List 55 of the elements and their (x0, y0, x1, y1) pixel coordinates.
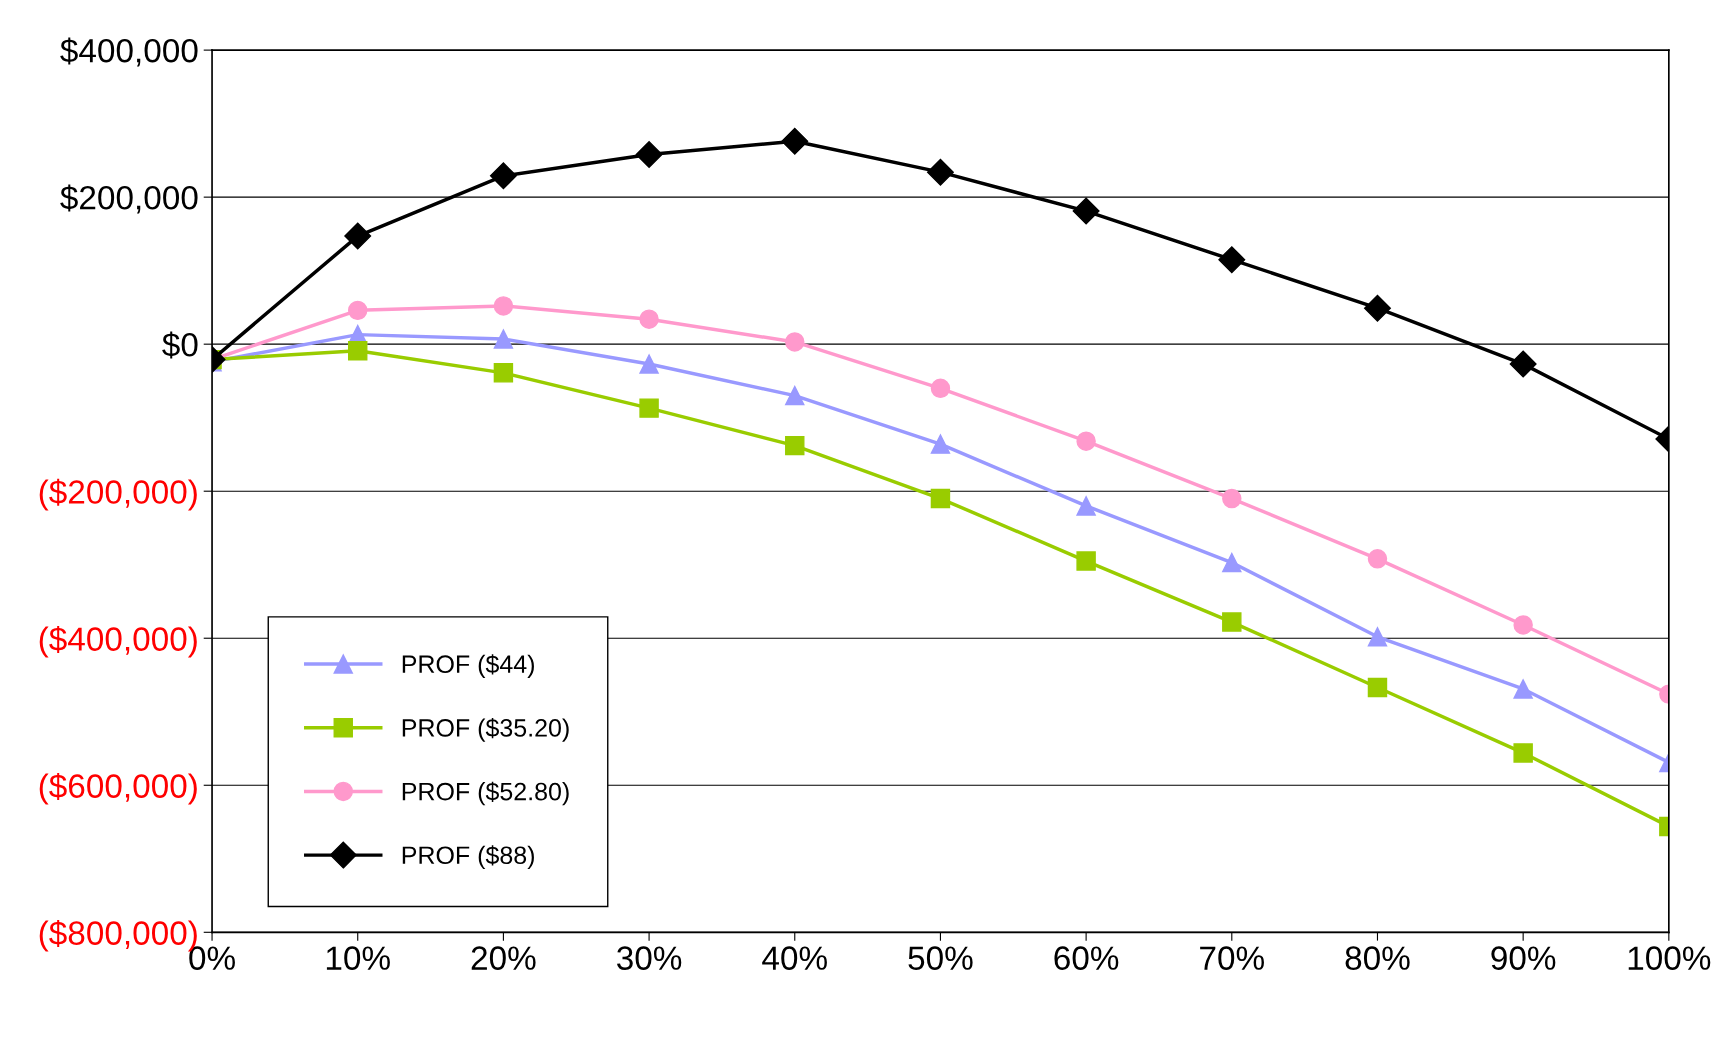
point (930, 378, 951, 399)
point (639, 354, 659, 374)
point (1222, 552, 1242, 573)
point (785, 435, 805, 456)
x-tick-label: 70% (1200, 946, 1264, 970)
point (1076, 431, 1096, 451)
point (493, 329, 514, 349)
x-tick-label: 20% (471, 946, 536, 970)
x-tick-label: 50% (908, 946, 973, 970)
point (348, 300, 368, 321)
point (1222, 612, 1242, 632)
point (344, 222, 372, 250)
y-tick-label: ($400,000) (39, 625, 197, 658)
y-tick-label: $200,000 (60, 184, 198, 214)
point (926, 158, 954, 186)
point (348, 341, 368, 361)
legend-label: PROF ($35.20) (402, 718, 569, 742)
point (930, 434, 951, 454)
point (930, 488, 951, 509)
x-tick-label: 10% (326, 946, 390, 970)
x-tick-label: 90% (1491, 946, 1556, 970)
point (1222, 488, 1242, 509)
y-tick-label: ($600,000) (39, 772, 197, 805)
point (785, 385, 805, 406)
y-tick-label: ($200,000) (39, 478, 197, 511)
point (1076, 496, 1096, 516)
x-tick-label: 80% (1345, 946, 1410, 970)
legend-label: PROF ($52.80) (402, 781, 569, 806)
point (493, 363, 514, 383)
point (489, 162, 517, 190)
x-tick-label: 30% (617, 946, 682, 970)
point (1072, 197, 1100, 225)
point (1513, 679, 1533, 699)
point (1076, 551, 1096, 571)
point (1513, 615, 1533, 635)
point (1367, 549, 1388, 569)
x-tick-label: 60% (1054, 946, 1119, 970)
x-tick-label: 100% (1628, 946, 1711, 970)
point (1367, 677, 1388, 698)
point (781, 127, 809, 155)
y-tick-label: $400,000 (60, 37, 198, 67)
point (1218, 246, 1246, 274)
point (1364, 294, 1391, 322)
point (1513, 743, 1533, 763)
point (1509, 350, 1537, 378)
point (493, 296, 514, 316)
point (639, 398, 659, 418)
y-tick-label: $0 (162, 331, 198, 359)
point (635, 141, 663, 168)
point (639, 309, 659, 329)
point (785, 332, 805, 352)
point (1367, 627, 1388, 647)
legend-label: PROF ($88) (402, 845, 534, 870)
legend-label: PROF ($44) (402, 654, 534, 678)
x-tick-label: 40% (762, 946, 827, 970)
